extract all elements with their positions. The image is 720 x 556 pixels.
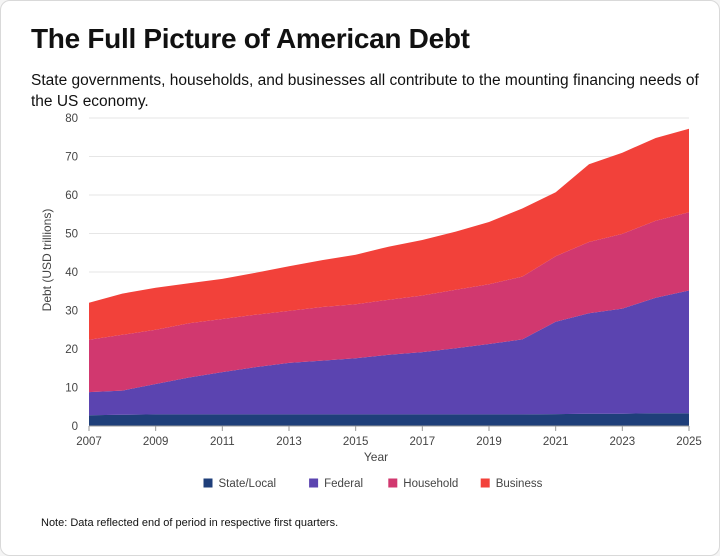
legend-swatch	[480, 478, 490, 488]
x-tick-label: 2023	[610, 436, 636, 448]
y-tick-label: 30	[65, 306, 78, 318]
axes: 0 10 20 30 40 50 60 70 80 2007 2009 2011 2013 2015 201…	[65, 113, 702, 448]
chart-title: The Full Picture of American Debt	[31, 23, 470, 54]
y-tick-label: 20	[65, 344, 78, 356]
legend-swatch	[388, 478, 398, 488]
legend: State/Local Federal Household Business	[203, 478, 543, 490]
y-tick-label: 70	[65, 152, 78, 164]
x-tick-label: 2009	[143, 436, 169, 448]
chart-subtitle: State governments, households, and busin…	[31, 72, 699, 110]
legend-swatch	[203, 478, 213, 488]
x-tick-label: 2019	[476, 436, 502, 448]
legend-label: Household	[403, 478, 458, 490]
y-tick-label: 0	[72, 421, 78, 433]
y-tick-label: 80	[65, 113, 78, 125]
legend-label: State/Local	[219, 478, 277, 490]
y-axis-title: Debt (USD trillions)	[40, 209, 54, 312]
y-tick-label: 10	[65, 383, 78, 395]
legend-label: Federal	[324, 478, 363, 490]
area-household	[89, 212, 689, 393]
footnote: Note: Data reflected end of period in re…	[41, 517, 339, 529]
y-tick-label: 60	[65, 190, 78, 202]
x-tick-label: 2021	[543, 436, 569, 448]
x-tick-label: 2011	[210, 436, 235, 448]
y-tick-label: 50	[65, 229, 78, 241]
x-tick-label: 2017	[410, 436, 436, 448]
x-tick-label: 2025	[676, 436, 702, 448]
legend-swatch	[309, 478, 319, 488]
area-state-local	[89, 413, 689, 426]
legend-label: Business	[496, 478, 543, 490]
x-tick-label: 2013	[276, 436, 302, 448]
x-tick-label: 2015	[343, 436, 369, 448]
area-federal	[89, 290, 689, 416]
y-tick-label: 40	[65, 267, 78, 279]
x-axis-title: Year	[364, 450, 388, 464]
x-tick-label: 2007	[76, 436, 102, 448]
area-business	[89, 128, 689, 340]
area-series	[89, 128, 689, 426]
